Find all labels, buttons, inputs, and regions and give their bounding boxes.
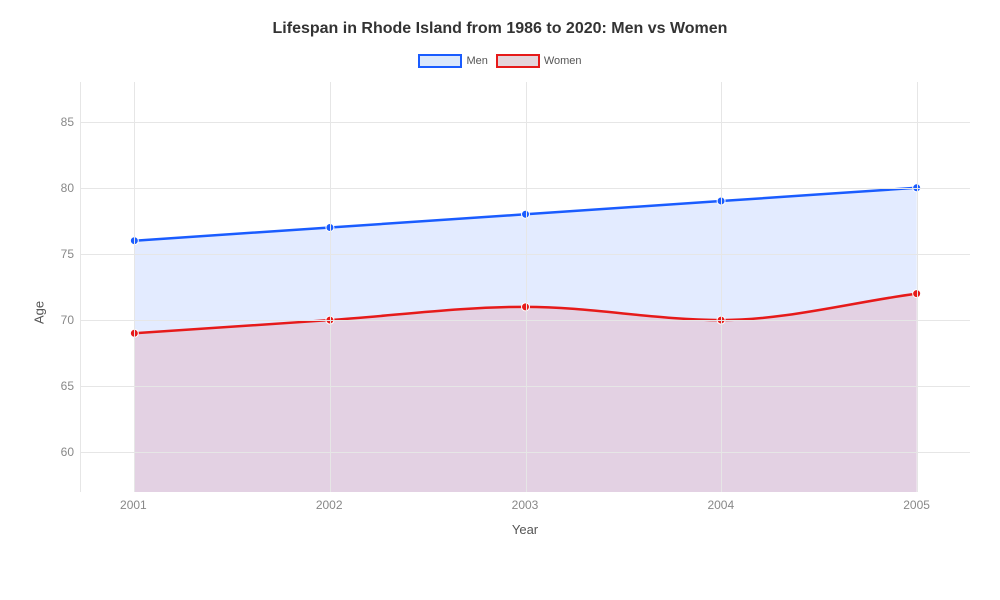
chart-container: Lifespan in Rhode Island from 1986 to 20…	[0, 0, 1000, 600]
grid-line-vertical	[526, 82, 527, 492]
plot-stack: 2001 2002 2003 2004 2005 Year	[80, 82, 970, 542]
grid-line-vertical	[721, 82, 722, 492]
legend-label-women: Women	[544, 55, 582, 67]
x-tick-label: 2003	[512, 498, 539, 512]
legend-swatch-women	[496, 54, 540, 68]
legend-swatch-men	[418, 54, 462, 68]
plot-outer: Age 60 65 70 75 80 85 2001 2002 2003 2004 2005 Ye…	[30, 82, 970, 542]
legend-label-men: Men	[466, 55, 487, 67]
y-tick-label: 65	[61, 379, 74, 393]
y-tick-label: 80	[61, 181, 74, 195]
x-axis-ticks: 2001 2002 2003 2004 2005	[80, 498, 970, 518]
x-tick-label: 2004	[707, 498, 734, 512]
grid-line-vertical	[917, 82, 918, 492]
grid-line-vertical	[330, 82, 331, 492]
grid-line-vertical	[134, 82, 135, 492]
y-tick-label: 85	[61, 115, 74, 129]
x-tick-label: 2005	[903, 498, 930, 512]
y-tick-label: 60	[61, 445, 74, 459]
x-axis-title: Year	[80, 522, 970, 537]
chart-title: Lifespan in Rhode Island from 1986 to 20…	[30, 20, 970, 38]
legend-item-women[interactable]: Women	[496, 54, 582, 68]
x-tick-label: 2001	[120, 498, 147, 512]
x-tick-label: 2002	[316, 498, 343, 512]
y-tick-label: 70	[61, 313, 74, 327]
plot-area	[80, 82, 970, 492]
legend-item-men[interactable]: Men	[418, 54, 487, 68]
y-axis-ticks: 60 65 70 75 80 85	[48, 82, 80, 492]
legend: Men Women	[30, 54, 970, 68]
y-axis-title: Age	[30, 82, 48, 542]
y-tick-label: 75	[61, 247, 74, 261]
